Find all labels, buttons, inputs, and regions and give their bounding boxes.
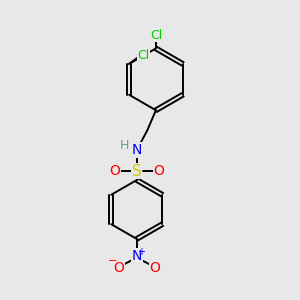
Text: S: S <box>132 164 142 179</box>
Text: H: H <box>120 139 129 152</box>
Text: N: N <box>132 143 142 157</box>
Text: −: − <box>108 256 117 266</box>
Text: +: + <box>137 247 145 257</box>
Text: Cl: Cl <box>150 29 162 42</box>
Text: O: O <box>113 261 124 275</box>
Text: O: O <box>153 164 164 178</box>
Text: Cl: Cl <box>137 49 150 62</box>
Text: O: O <box>150 261 160 275</box>
Text: N: N <box>132 249 142 263</box>
Text: O: O <box>109 164 120 178</box>
